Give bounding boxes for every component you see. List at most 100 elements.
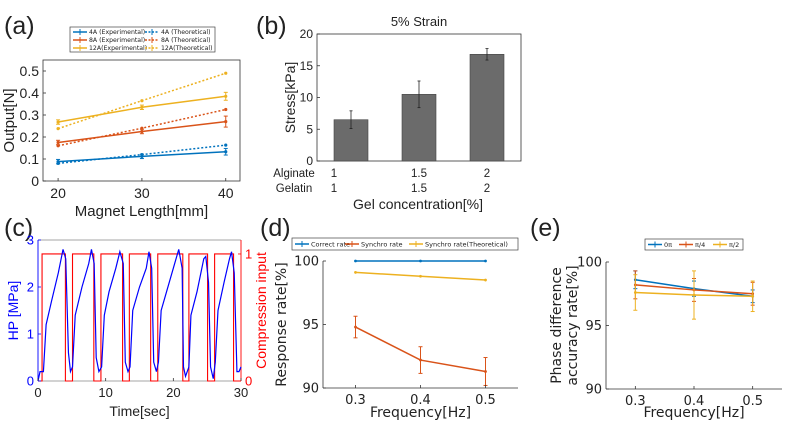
a-axes-box	[42, 59, 241, 182]
a-data-point	[140, 99, 144, 103]
e-data-point	[633, 291, 637, 294]
b-category-label: 2	[484, 168, 490, 180]
a-legend-label: 12A(Theoretical)	[161, 45, 213, 52]
c-ytick-label: 3	[27, 233, 34, 248]
a-data-point	[140, 153, 144, 157]
c-xlabel: Time[sec]	[109, 403, 169, 419]
panel-label-b: (b)	[256, 12, 287, 40]
a-legend-label: 4A (Theoretical)	[161, 29, 211, 36]
b-ytick-label: 0	[306, 154, 313, 168]
b-bar	[469, 54, 505, 162]
a-data-point	[140, 105, 144, 109]
a-xtick-label: 20	[50, 185, 66, 201]
a-ytick-label: 0.4	[20, 85, 40, 101]
c-ylabel: Compression input	[253, 252, 269, 369]
e-xtick-label: 0.4	[684, 394, 705, 409]
d-xtick-label: 0.5	[475, 393, 496, 408]
panel-label-d: (d)	[260, 214, 291, 242]
a-data-point	[224, 143, 228, 147]
d-legend-label: Synchro rate(Theoretical)	[425, 240, 508, 248]
a-xlabel: Magnet Length[mm]	[75, 203, 208, 220]
a-legend-label: 8A (Experimental)	[89, 37, 145, 44]
e-xtick-label: 0.3	[625, 394, 646, 409]
a-ytick-label: 0.2	[20, 129, 40, 145]
b-row-label: Alginate	[273, 168, 315, 180]
c-hp-line	[37, 249, 242, 382]
c-ytick-label: 2	[27, 280, 34, 295]
c-xtick-label: 30	[234, 385, 248, 400]
c-ytick-label: 0	[27, 374, 34, 389]
d-ylabel: Response rate[%]	[274, 262, 290, 386]
a-legend-label: 8A (Theoretical)	[161, 37, 211, 44]
e-legend-label: π/4	[695, 241, 705, 249]
a-data-point	[56, 120, 60, 124]
a-data-point	[224, 94, 228, 98]
c-xtick-label: 0	[34, 385, 41, 400]
panel-label-c: (c)	[4, 214, 33, 242]
a-data-point	[140, 129, 144, 134]
c-xtick-label: 10	[98, 385, 112, 400]
d-ytick-label: 90	[302, 382, 319, 397]
d-data-point	[354, 259, 357, 263]
b-ytick-label: 10	[300, 91, 314, 105]
a-ylabel: Output[N]	[1, 88, 18, 152]
b-category-label: 1	[331, 183, 337, 195]
b-ylabel: Stress[kPa]	[282, 62, 298, 134]
a-xtick-label: 30	[134, 185, 150, 201]
e-ytick-label: 95	[585, 319, 602, 334]
d-data-point	[419, 358, 422, 362]
e-ylabel: accuracy rate[%]	[565, 265, 581, 385]
c-ylabel: HP [MPa]	[5, 281, 21, 341]
a-data-point	[56, 144, 60, 148]
a-data-point	[56, 127, 60, 131]
b-category-label: 1.5	[411, 183, 427, 195]
c-compression-input-line	[38, 253, 241, 382]
a-ytick-label: 0.3	[20, 107, 40, 123]
e-legend-label: π/2	[729, 241, 739, 249]
panel-label-e: (e)	[530, 214, 561, 242]
a-data-point	[224, 120, 228, 124]
d-xlabel: Frequency[Hz]	[370, 405, 471, 421]
a-data-point	[224, 107, 228, 112]
e-data-point	[751, 294, 755, 298]
e-legend-box	[644, 238, 744, 251]
d-data-point	[484, 259, 487, 263]
b-category-label: 2	[484, 183, 490, 195]
c-ytick-label: 1	[245, 247, 252, 262]
d-ytick-label: 95	[302, 318, 319, 333]
e-legend-label: 0π	[664, 241, 672, 249]
d-data-point	[419, 259, 422, 263]
b-title: 5% Strain	[391, 14, 447, 29]
a-ytick-label: 0.1	[20, 151, 40, 167]
d-data-point	[354, 325, 357, 329]
b-category-label: 1	[331, 168, 337, 180]
e-ylabel: Phase difference	[549, 267, 565, 384]
b-xlabel: Gel concentration[%]	[353, 196, 483, 212]
c-ytick-label: 0	[245, 374, 252, 389]
a-legend-box	[69, 26, 216, 53]
b-ytick-label: 20	[300, 27, 314, 41]
d-legend-box	[291, 237, 519, 251]
a-ytick-label: 0.5	[20, 63, 40, 79]
a-data-point	[56, 161, 60, 165]
a-data-point	[56, 140, 60, 145]
a-legend-label: 12A(Experimental)	[89, 45, 147, 52]
d-data-point	[354, 271, 357, 274]
a-xtick-label: 40	[218, 185, 234, 201]
e-data-point	[692, 293, 696, 297]
b-row-label: Gelatin	[276, 183, 312, 195]
d-ytick-label: 100	[294, 255, 319, 270]
a-data-point	[224, 71, 228, 75]
e-xlabel: Frequency[Hz]	[643, 405, 744, 421]
d-data-point	[419, 274, 422, 278]
panel-label-a: (a)	[4, 12, 35, 40]
e-ytick-label: 90	[585, 383, 602, 398]
d-legend-label: Synchro rate	[361, 240, 403, 248]
d-xtick-label: 0.4	[410, 393, 431, 408]
e-ytick-label: 100	[577, 256, 602, 271]
a-ytick-label: 0	[31, 173, 39, 189]
d-data-point	[484, 278, 487, 282]
a-data-point	[140, 126, 144, 130]
a-data-point	[224, 150, 228, 154]
